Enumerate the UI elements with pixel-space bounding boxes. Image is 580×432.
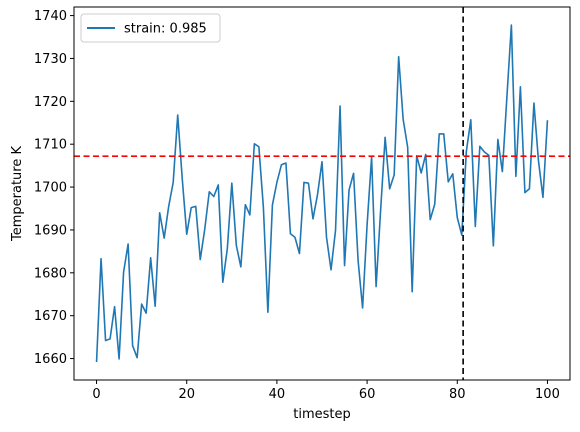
x-tick-label: 0 <box>92 387 100 402</box>
x-tick-label: 60 <box>359 387 376 402</box>
legend-label-series-1: strain: 0.985 <box>124 22 207 37</box>
y-axis-label: Temperature K <box>10 146 25 242</box>
axes-frame <box>73 6 571 381</box>
y-tick-label: 1710 <box>34 138 67 153</box>
y-tick-label: 1690 <box>34 223 67 238</box>
y-tick-label: 1740 <box>34 9 67 24</box>
x-tick-label: 100 <box>535 387 560 402</box>
series-line-1 <box>95 24 549 363</box>
y-tick-label: 1670 <box>34 309 67 324</box>
x-tick-label: 40 <box>269 387 286 402</box>
legend: strain: 0.985 <box>80 13 221 43</box>
y-axis: 1660 1670 1680 1690 1700 1710 1720 1730 1740 <box>34 9 74 367</box>
x-axis: 0 20 40 60 80 100 <box>92 380 560 402</box>
y-tick-label: 1700 <box>34 181 67 196</box>
legend-box <box>80 13 221 43</box>
plot-area <box>74 7 570 380</box>
x-tick-label: 20 <box>178 387 195 402</box>
x-axis-label: timestep <box>293 407 351 422</box>
y-tick-label: 1660 <box>34 352 67 367</box>
x-tick-label: 80 <box>449 387 466 402</box>
y-tick-label: 1720 <box>34 95 67 110</box>
y-tick-label: 1730 <box>34 52 67 67</box>
y-tick-label: 1680 <box>34 266 67 281</box>
